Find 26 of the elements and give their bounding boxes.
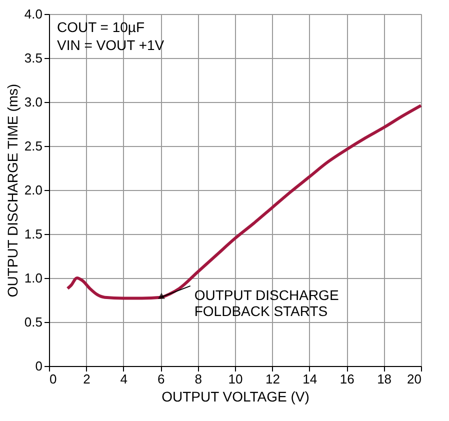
x-tick-label: 10	[228, 372, 243, 386]
y-tick-label: 2.0	[24, 182, 42, 198]
x-tick-label: 20	[407, 372, 422, 386]
line-series	[66, 104, 422, 300]
y-tick-label: 1.5	[24, 226, 42, 242]
y-axis-title: OUTPUT DISCHARGE TIME (ms)	[4, 84, 20, 298]
y-tick-label: 3.0	[24, 94, 42, 110]
x-tick-label: 6	[157, 372, 165, 386]
x-axis-title: OUTPUT VOLTAGE (V)	[162, 388, 310, 404]
x-tick-label: 0	[50, 372, 57, 386]
y-tick-label: 0	[35, 358, 42, 374]
x-tick-label: 16	[340, 372, 354, 386]
y-tick-label: 0.5	[24, 314, 42, 330]
annotation: VIN = VOUT +1V	[57, 37, 165, 53]
x-tick-label: 12	[265, 372, 280, 386]
annotation: OUTPUT DISCHARGE FOLDBACK STARTS	[194, 286, 339, 319]
y-tick-label: 2.5	[24, 138, 42, 154]
x-tick-label: 14	[302, 372, 318, 386]
x-tick-label: 2	[83, 372, 90, 386]
y-tick-label: 3.5	[24, 50, 42, 66]
y-tick-label: 1.0	[24, 270, 42, 286]
x-tick-label: 4	[120, 372, 128, 386]
y-tick-label: 4.0	[24, 6, 42, 22]
annotation: COUT = 10µF	[57, 19, 145, 35]
x-tick-label: 8	[194, 372, 202, 386]
x-tick-label: 18	[377, 372, 392, 386]
